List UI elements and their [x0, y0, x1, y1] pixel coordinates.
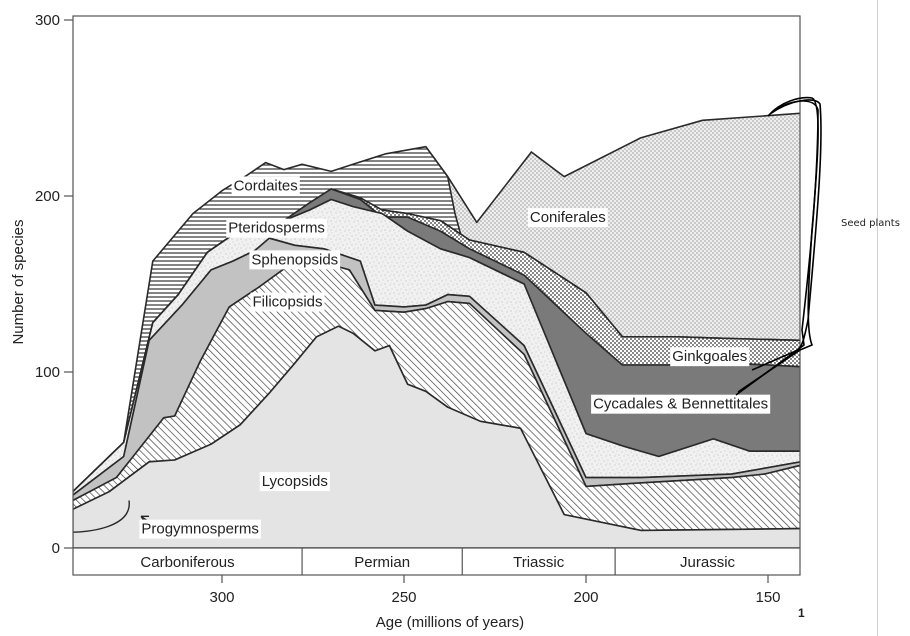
x-tick-label: 250	[391, 589, 416, 606]
page-number: 1	[798, 606, 805, 620]
area-label-ginkgoales: Ginkgoales	[670, 347, 750, 367]
period-label-carboniferous: Carboniferous	[140, 554, 234, 571]
area-label-filicopsids: Filicopsids	[250, 292, 325, 312]
svg-text:Pteridosperms: Pteridosperms	[228, 220, 325, 237]
y-axis: 0 100 200 300	[35, 12, 73, 557]
y-tick-label: 100	[35, 364, 60, 381]
page-divider	[877, 0, 878, 636]
period-label-permian: Permian	[354, 554, 410, 571]
svg-text:Coniferales: Coniferales	[530, 209, 606, 226]
svg-text:Cordaites: Cordaites	[234, 177, 298, 194]
x-tick-label: 200	[573, 589, 598, 606]
y-tick-label: 0	[52, 540, 60, 557]
area-label-progymnosperms: Progymnosperms	[139, 519, 261, 539]
svg-text:Ginkgoales: Ginkgoales	[672, 348, 747, 365]
svg-text:Progymnosperms: Progymnosperms	[141, 521, 259, 538]
period-band: Carboniferous Permian Triassic Jurassic	[140, 548, 736, 575]
y-axis-title: Number of species	[10, 219, 27, 344]
area-label-lycopsids: Lycopsids	[259, 472, 330, 492]
area-labels: Cordaites Pteridosperms Sphenopsids Filicop…	[139, 176, 771, 539]
area-label-coniferales: Coniferales	[527, 208, 608, 228]
svg-text:Lycopsids: Lycopsids	[262, 473, 328, 490]
stacked-area-layers	[73, 112, 800, 548]
period-label-triassic: Triassic	[513, 554, 565, 571]
plot-frame	[72, 15, 801, 576]
svg-text:Sphenopsids: Sphenopsids	[251, 251, 338, 268]
y-tick-label: 200	[35, 188, 60, 205]
area-lycopsids	[73, 325, 800, 548]
area-progymnosperms	[72, 500, 130, 533]
x-axis-title: Age (millions of years)	[376, 614, 524, 631]
seed-plants-bracket	[735, 96, 822, 396]
x-tick-label: 150	[755, 589, 780, 606]
svg-text:Filicopsids: Filicopsids	[253, 294, 323, 311]
y-tick-label: 300	[35, 12, 60, 29]
area-label-cycadales-bennettitales: Cycadales & Bennettitales	[591, 394, 771, 414]
area-label-pteridosperms: Pteridosperms	[226, 218, 327, 238]
x-axis: 300 250 200 150	[209, 575, 781, 606]
area-label-sphenopsids: Sphenopsids	[249, 250, 341, 270]
svg-text:Cycadales & Bennettitales: Cycadales & Bennettitales	[593, 396, 768, 413]
seed-plants-annotation: Seed plants	[841, 218, 900, 229]
x-tick-label: 300	[209, 589, 234, 606]
period-label-jurassic: Jurassic	[680, 554, 736, 571]
area-label-cordaites: Cordaites	[231, 176, 300, 196]
